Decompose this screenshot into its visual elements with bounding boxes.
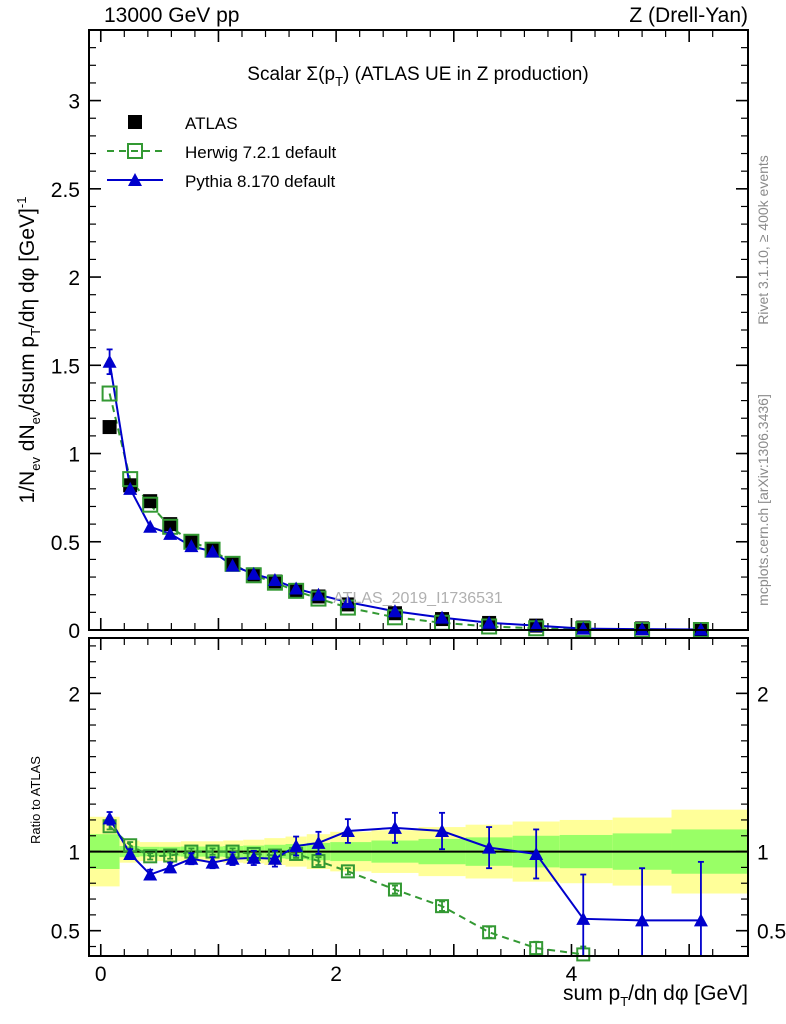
y-tick-label-ratio-right: 1 [757, 842, 769, 865]
marker-triangle-filled [184, 539, 199, 553]
x-tick-label: 2 [330, 963, 342, 986]
marker-triangle-filled [205, 544, 220, 558]
marker-triangle-filled [246, 566, 261, 580]
watermark: ATLAS_2019_I1736531 [333, 590, 503, 607]
y-axis-label-ratio: Ratio to ATLAS [28, 756, 43, 844]
marker-square-open [387, 882, 402, 897]
main-panel-series [101, 348, 709, 638]
y-tick-label-main: 3 [68, 91, 80, 114]
marker-triangle-filled [102, 811, 117, 825]
marker-triangle-filled [143, 867, 158, 881]
marker-triangle-filled [225, 558, 240, 572]
marker-triangle-filled [340, 824, 355, 838]
y-axis-label-main: 1/Nev dNev/dsum pT/dη dφ [GeV]-1 [14, 197, 43, 504]
header-left: 13000 GeV pp [104, 4, 239, 27]
y-tick-label-main: 2 [68, 267, 80, 290]
marker-square-open [142, 496, 159, 513]
side-text-mcplots: mcplots.cern.ch [arXiv:1306.3436] [755, 394, 771, 606]
header-right: Z (Drell-Yan) [629, 4, 748, 27]
y-tick-label-ratio-right: 0.5 [757, 921, 786, 944]
marker-triangle-filled [387, 820, 402, 834]
marker-triangle-filled [311, 835, 326, 849]
marker-triangle-filled [267, 851, 282, 865]
y-tick-label-main: 0 [68, 620, 80, 643]
marker-triangle-filled [289, 581, 304, 595]
marker-triangle-filled [163, 860, 178, 874]
marker-triangle-filled [128, 173, 142, 186]
marker-triangle-filled [246, 850, 261, 864]
marker-triangle-filled [225, 851, 240, 865]
ratio-panel-series [102, 811, 708, 962]
marker-triangle-filled [311, 587, 326, 601]
marker-triangle-filled [123, 481, 138, 495]
legend-label: Pythia 8.170 default [185, 172, 336, 191]
y-tick-label-main: 1.5 [51, 355, 80, 378]
marker-triangle-filled [205, 855, 220, 869]
y-tick-label-main: 0.5 [51, 532, 80, 555]
y-tick-label-ratio: 1 [68, 842, 80, 865]
marker-square-open [101, 385, 118, 402]
axis-ticks [89, 30, 748, 956]
marker-triangle-filled [693, 913, 708, 927]
plot-title: Scalar Σ(pT) (ATLAS UE in Z production) [247, 64, 588, 89]
marker-square-open [529, 941, 544, 956]
marker-triangle-filled [576, 911, 591, 925]
marker-square-filled [128, 115, 142, 129]
marker-triangle-filled [693, 622, 708, 636]
marker-triangle-filled [387, 604, 402, 618]
y-tick-label-ratio-right: 2 [757, 683, 769, 706]
legend-label: ATLAS [185, 114, 238, 133]
main-panel-frame [88, 29, 749, 631]
marker-square-open [340, 864, 355, 879]
marker-triangle-filled [184, 851, 199, 865]
marker-square-open [127, 143, 143, 159]
side-text-rivet: Rivet 3.1.10, ≥ 400k events [755, 155, 771, 325]
marker-triangle-filled [635, 913, 650, 927]
marker-triangle-filled [482, 840, 497, 854]
marker-square-open [143, 849, 158, 864]
marker-triangle-filled [143, 519, 158, 533]
marker-square-filled [102, 420, 117, 435]
marker-triangle-filled [163, 526, 178, 540]
x-tick-label: 0 [95, 963, 107, 986]
legend: ATLAS Herwig 7.2.1 default Pythia 8.170 de… [107, 114, 336, 191]
marker-triangle-filled [289, 839, 304, 853]
y-tick-label-main: 1 [68, 444, 80, 467]
legend-label: Herwig 7.2.1 default [185, 143, 336, 162]
marker-square-open [311, 854, 326, 869]
axis-tick-labels: 0 2 4 0 0.5 1 1.5 2 2.5 3 0.5 0.5 1 1 2 2 [51, 91, 786, 986]
marker-triangle-filled [435, 610, 450, 624]
marker-square-open [482, 925, 497, 940]
y-tick-label-main: 2.5 [51, 179, 80, 202]
marker-triangle-filled [102, 354, 117, 368]
x-tick-label: 4 [566, 963, 578, 986]
marker-triangle-filled [635, 622, 650, 636]
marker-triangle-filled [123, 846, 138, 860]
marker-triangle-filled [435, 824, 450, 838]
marker-triangle-filled [482, 615, 497, 629]
marker-triangle-filled [340, 595, 355, 609]
marker-triangle-filled [267, 573, 282, 587]
marker-triangle-filled [529, 618, 544, 632]
y-tick-label-ratio: 0.5 [51, 921, 80, 944]
y-tick-label-ratio: 2 [68, 683, 80, 706]
x-axis-label: sum pT/dη dφ [GeV] [563, 982, 748, 1009]
marker-square-open [435, 899, 450, 914]
ratio-panel-frame [88, 637, 749, 957]
marker-triangle-filled [576, 621, 591, 635]
marker-triangle-filled [529, 846, 544, 860]
marker-square-filled [143, 494, 158, 509]
